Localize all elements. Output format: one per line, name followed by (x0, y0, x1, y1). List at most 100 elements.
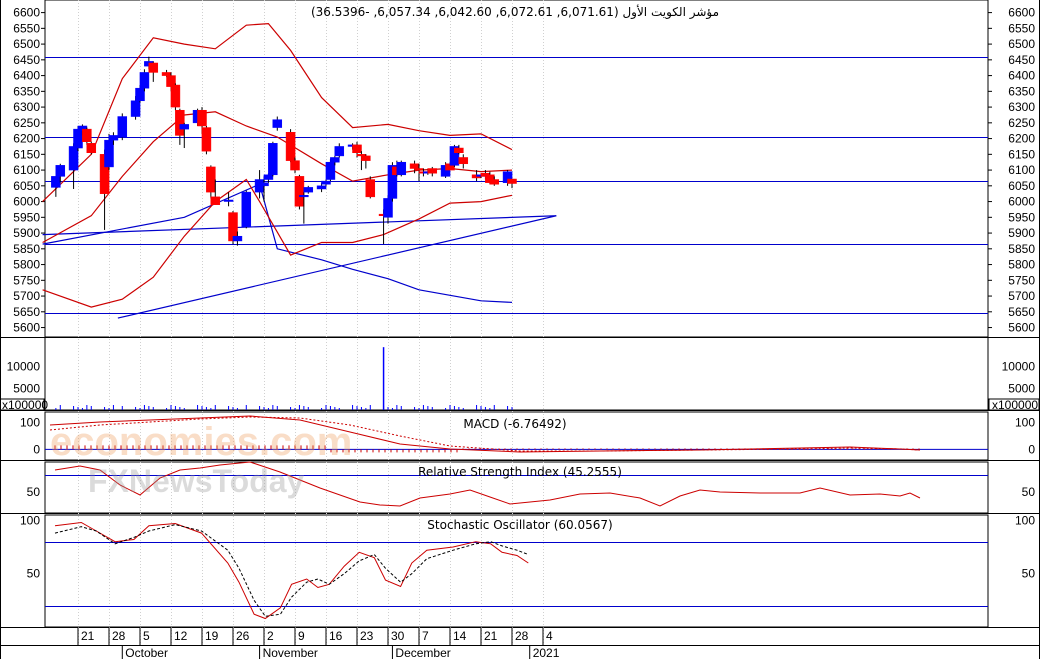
volume-unit-box (988, 398, 1040, 411)
y-tick-label-right: 5850 (1008, 242, 1035, 256)
candle-body (303, 187, 314, 193)
candle (507, 178, 517, 189)
candle (148, 61, 159, 82)
stoch-tick-right: 100 (1015, 513, 1035, 527)
macd-panel: 0 0 100 100 (20, 415, 1035, 456)
candle-body (365, 179, 376, 198)
y-tick-label-right: 5600 (1008, 321, 1035, 335)
volume-tick-left: 5000 (13, 381, 40, 395)
volume-unit-box (0, 398, 45, 411)
candle (82, 127, 92, 145)
candle (223, 192, 234, 207)
candle-body (232, 235, 243, 242)
y-tick-label-left: 5950 (13, 210, 40, 224)
candle-body (361, 155, 371, 161)
candle-body (68, 146, 79, 171)
candle-body (316, 185, 327, 190)
y-tick-label-left: 6200 (13, 132, 40, 146)
rsi-title: Relative Strength Index (45.2555) (418, 465, 622, 479)
candle (303, 185, 314, 194)
stoch-d-line (54, 524, 529, 617)
candle-body (263, 174, 274, 180)
candle-body (383, 198, 393, 218)
volume-tick-right: 10000 (1002, 360, 1036, 374)
trendline (117, 215, 557, 319)
day-label: 9 (298, 629, 305, 643)
macd-title: MACD (-6.76492) (463, 417, 566, 431)
y-tick-label-right: 6450 (1008, 53, 1035, 67)
bollinger-lower-band (42, 178, 513, 308)
macd-line (49, 415, 921, 453)
candle-body (197, 109, 207, 127)
candle-body (330, 157, 340, 163)
x-axis: 21 28 5 12 19 26 2 9 16 23 30 7 14 21 28 4 October Novemb… (0, 627, 1040, 659)
instrument-name: مؤشر الكويت الأول (622, 4, 719, 20)
day-label: 5 (143, 629, 150, 643)
stochastic-title: Stochastic Oscillator (60.0567) (427, 518, 612, 532)
candle (268, 141, 278, 177)
y-tick-label-right: 5700 (1008, 289, 1035, 303)
day-label: 2 (267, 629, 274, 643)
volume-unit-left: x100000 (2, 398, 48, 412)
day-label: 28 (112, 629, 126, 643)
candle (330, 155, 340, 166)
candle (321, 179, 331, 186)
y-tick-label-right: 6400 (1008, 69, 1035, 83)
watermark-line-2: FXNewsToday (88, 463, 305, 499)
y-tick-label-right: 6100 (1008, 163, 1035, 177)
candle-body (409, 163, 420, 169)
y-tick-label-right: 6550 (1008, 21, 1035, 35)
candle (294, 174, 305, 210)
candle (108, 132, 119, 145)
day-label: 12 (174, 629, 188, 643)
candle-body (352, 144, 362, 154)
y-tick-label-left: 5750 (13, 273, 40, 287)
candle-body (268, 143, 278, 176)
y-tick-label-left: 6300 (13, 100, 40, 114)
volume-tick-right: 5000 (1008, 381, 1035, 395)
y-tick-label-left: 5650 (13, 305, 40, 319)
y-tick-label-right: 5900 (1008, 226, 1035, 240)
candle-body (73, 128, 83, 149)
candle-body (454, 147, 464, 154)
candle (55, 163, 66, 183)
candle (232, 231, 243, 246)
y-tick-label-left: 5700 (13, 289, 40, 303)
macd-tick-left: 100 (20, 416, 40, 430)
month-label: 2021 (533, 646, 560, 659)
candle (489, 176, 500, 186)
candle-body (259, 182, 269, 187)
candle-body (321, 180, 331, 185)
candle-body (139, 72, 150, 89)
day-label: 16 (329, 629, 343, 643)
candle (117, 113, 128, 141)
y-tick-label-left: 6500 (13, 37, 40, 51)
candle-body (104, 139, 114, 168)
candle (201, 125, 212, 155)
y-tick-label-right: 6600 (1008, 6, 1035, 20)
macd-tick-right: 100 (1015, 416, 1035, 430)
candle-body (223, 199, 234, 202)
candle (259, 176, 269, 202)
candle (139, 69, 150, 92)
y-tick-label-right: 6200 (1008, 132, 1035, 146)
candle (179, 122, 190, 149)
month-label: November (263, 646, 318, 659)
day-label: 4 (546, 629, 553, 643)
y-tick-label-right: 5950 (1008, 210, 1035, 224)
month-label: October (125, 646, 168, 659)
y-tick-label-left: 5600 (13, 321, 40, 335)
candle (210, 179, 221, 205)
candle-body (210, 196, 221, 205)
candle-body (130, 100, 141, 117)
candle-body (170, 84, 181, 108)
candle-body (241, 191, 252, 228)
candle (285, 129, 296, 163)
candle (290, 157, 300, 174)
moving-average-line (42, 183, 513, 303)
candle (299, 192, 309, 224)
rsi-tick-right: 50 (1022, 485, 1036, 499)
